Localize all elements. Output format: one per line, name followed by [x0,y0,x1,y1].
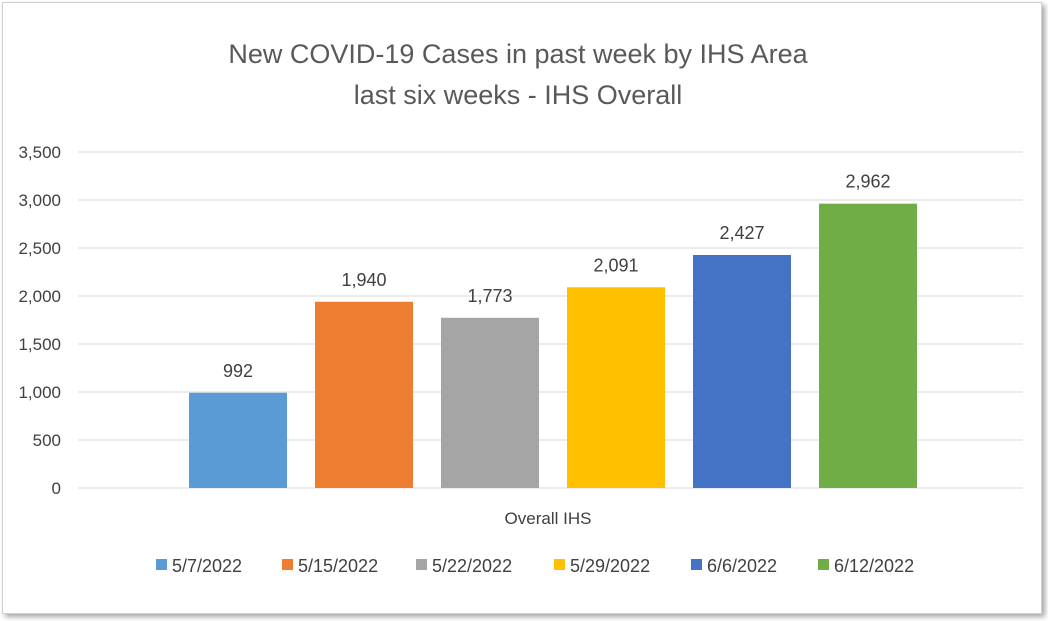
chart-frame: New COVID-19 Cases in past week by IHS A… [2,2,1042,614]
y-tick-label: 1,000 [18,383,61,402]
data-label: 2,427 [719,223,764,243]
bar-6-12-2022 [819,203,917,488]
legend-swatch [156,559,167,570]
chart-title-line-1: New COVID-19 Cases in past week by IHS A… [228,39,808,69]
data-label: 2,962 [845,172,890,192]
legend-entry: 6/12/2022 [834,556,914,576]
y-tick-label: 500 [33,431,61,450]
legend-swatch [691,559,702,570]
data-label: 1,940 [341,270,386,290]
legend-swatch [416,559,427,570]
y-axis-tick-labels: 0 500 1,000 1,500 2,000 2,500 3,000 3,500 [18,143,61,498]
bar-series [189,203,917,488]
legend-entry: 6/6/2022 [707,556,777,576]
legend-swatch [818,559,829,570]
y-tick-label: 3,000 [18,191,61,210]
legend-entry: 5/22/2022 [432,556,512,576]
data-label: 992 [223,361,253,381]
bar-5-15-2022 [315,301,413,488]
data-label: 1,773 [467,286,512,306]
bar-5-22-2022 [441,317,539,488]
bar-6-6-2022 [693,255,791,488]
bar-chart: New COVID-19 Cases in past week by IHS A… [18,39,1023,576]
x-category-label: Overall IHS [505,509,592,528]
bar-5-29-2022 [567,287,665,488]
y-tick-label: 3,500 [18,143,61,162]
legend: 5/7/2022 5/15/2022 5/22/2022 5/29/2022 6/6/2… [156,556,914,576]
legend-swatch [554,559,565,570]
legend-swatch [282,559,293,570]
y-tick-label: 0 [52,479,61,498]
legend-entry: 5/29/2022 [570,556,650,576]
chart-title-line-2: last six weeks - IHS Overall [354,80,683,110]
bar-5-7-2022 [189,392,287,488]
legend-entry: 5/7/2022 [172,556,242,576]
y-tick-label: 2,000 [18,287,61,306]
y-tick-label: 1,500 [18,335,61,354]
data-label: 2,091 [593,255,638,275]
legend-entry: 5/15/2022 [298,556,378,576]
y-tick-label: 2,500 [18,239,61,258]
data-labels: 992 1,940 1,773 2,091 2,427 2,962 [223,172,891,381]
